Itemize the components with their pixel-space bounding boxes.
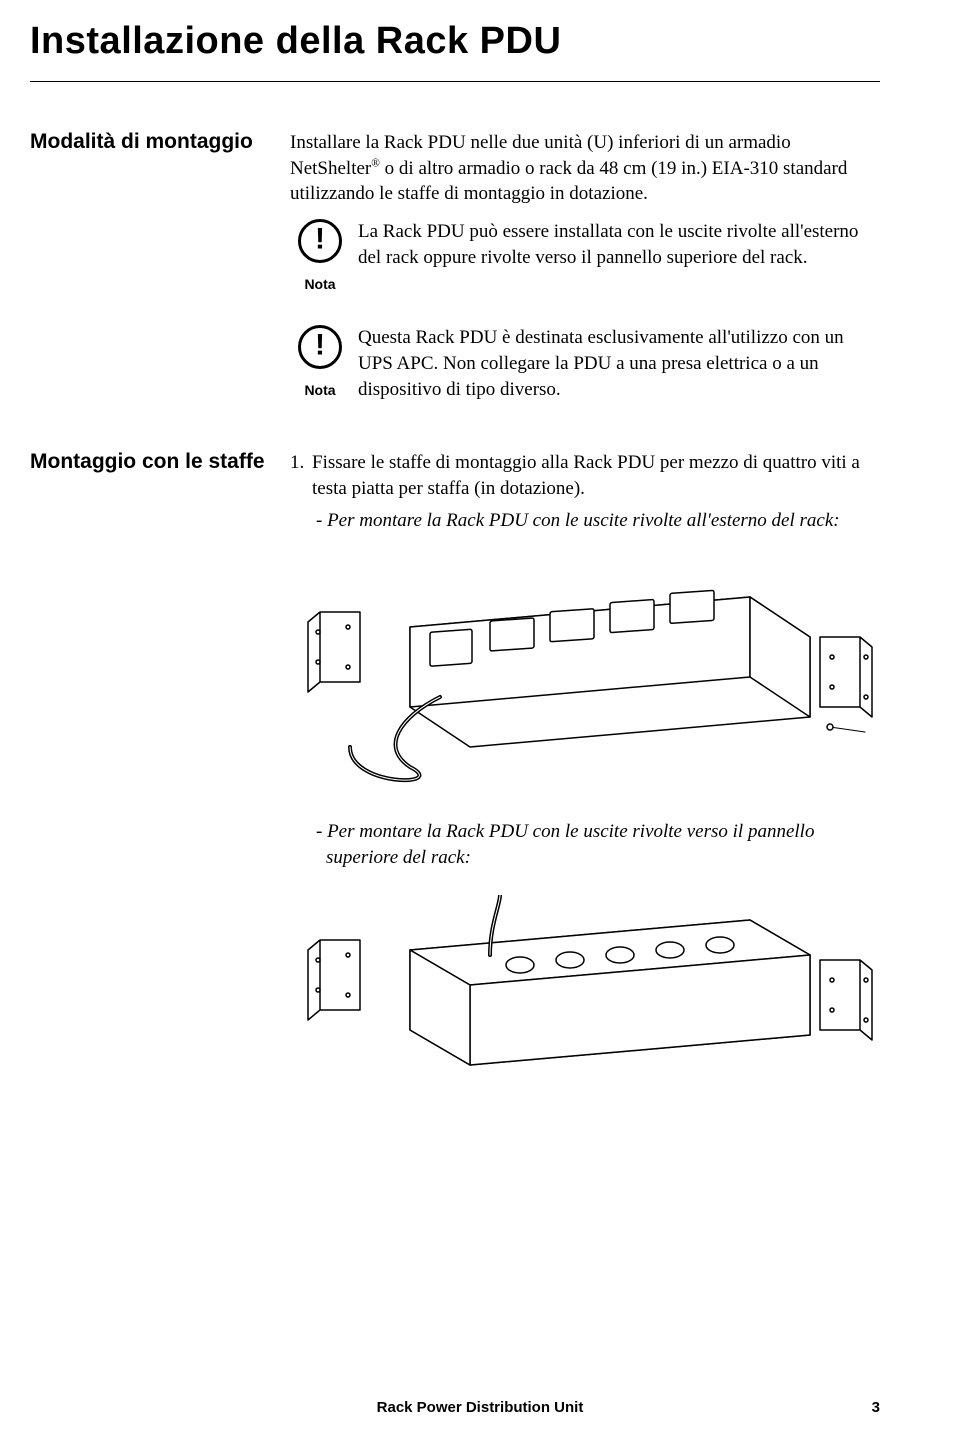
intro-paragraph: Installare la Rack PDU nelle due unità (… — [290, 130, 880, 207]
step-1-number: 1. — [290, 450, 312, 533]
exclamation-icon: ! — [298, 219, 342, 263]
section-body-col: Installare la Rack PDU nelle due unità (… — [290, 130, 880, 426]
section-modalita: Modalità di montaggio Installare la Rack… — [30, 130, 880, 426]
footer-page-number: 3 — [872, 1399, 880, 1416]
section-heading-col: Modalità di montaggio — [30, 130, 290, 426]
figure-2 — [290, 895, 880, 1085]
step-1-sub-b: - Per montare la Rack PDU con le uscite … — [312, 819, 880, 870]
pdu-top-diagram-icon — [290, 895, 880, 1085]
note-2-label: Nota — [290, 381, 350, 400]
heading-montaggio: Montaggio con le staffe — [30, 450, 270, 474]
title-rule — [30, 81, 880, 82]
exclamation-icon: ! — [298, 325, 342, 369]
section-montaggio: Montaggio con le staffe 1. Fissare le st… — [30, 450, 880, 1116]
step-1-body: Fissare le staffe di montaggio alla Rack… — [312, 450, 880, 533]
page-footer: Rack Power Distribution Unit 3 — [0, 1399, 960, 1416]
step-1: 1. Fissare le staffe di montaggio alla R… — [290, 450, 880, 533]
registered-mark: ® — [371, 157, 380, 169]
note-2: ! Nota Questa Rack PDU è destinata esclu… — [290, 325, 880, 402]
note-2-icon-wrap: ! Nota — [290, 325, 350, 400]
step-1-sub-a: - Per montare la Rack PDU con le uscite … — [312, 508, 880, 534]
pdu-front-diagram-icon — [290, 557, 880, 787]
note-1-label: Nota — [290, 275, 350, 294]
note-1-text: La Rack PDU può essere installata con le… — [350, 219, 880, 270]
heading-modalita: Modalità di montaggio — [30, 130, 270, 154]
page-title: Installazione della Rack PDU — [30, 20, 880, 63]
note-1-icon-wrap: ! Nota — [290, 219, 350, 294]
note-1: ! Nota La Rack PDU può essere installata… — [290, 219, 880, 294]
step-1-text: Fissare le staffe di montaggio alla Rack… — [312, 452, 860, 499]
footer-title: Rack Power Distribution Unit — [377, 1399, 584, 1416]
section2-heading-col: Montaggio con le staffe — [30, 450, 290, 1116]
note-2-text: Questa Rack PDU è destinata esclusivamen… — [350, 325, 880, 402]
figure-1 — [290, 557, 880, 787]
section2-body-col: 1. Fissare le staffe di montaggio alla R… — [290, 450, 880, 1116]
